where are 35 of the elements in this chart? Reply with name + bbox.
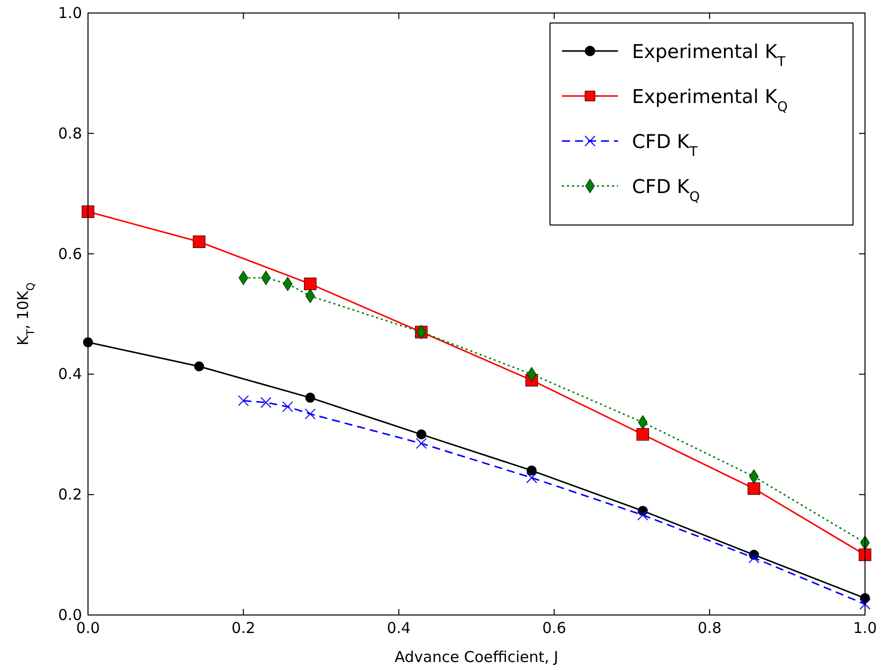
- point: [260, 396, 272, 408]
- legend-label: Experimental K$_{T}$: [632, 41, 786, 70]
- y-tick-label: 0.2: [58, 486, 82, 504]
- point: [748, 552, 760, 564]
- x-tick-label: 0.8: [698, 619, 722, 637]
- x-tick-label: 0.6: [542, 619, 566, 637]
- y-tick-label: 0.4: [58, 365, 82, 384]
- point: [860, 598, 870, 610]
- point: [305, 392, 316, 403]
- point: [192, 236, 206, 248]
- x-tick-label: 0.2: [231, 619, 256, 637]
- x-tick-label: 0.4: [386, 619, 411, 637]
- legend-label: CFD K$_{Q}$: [632, 176, 700, 204]
- legend-label: CFD K$_{T}$: [632, 131, 698, 160]
- point: [858, 548, 872, 562]
- point: [304, 278, 316, 290]
- x-axis-title: Advance Coefficient, J: [394, 648, 558, 666]
- x-tick-label: 1.0: [853, 619, 877, 637]
- point: [194, 361, 204, 372]
- point: [416, 438, 427, 449]
- point: [526, 472, 538, 484]
- legend-label: Experimental K$_{Q}$: [632, 86, 788, 114]
- point: [636, 428, 650, 441]
- y-tick-label: 1.0: [58, 4, 82, 22]
- y-tick-label: 0.8: [58, 124, 82, 142]
- point: [416, 429, 426, 440]
- point: [526, 466, 537, 476]
- point: [282, 401, 294, 412]
- point: [637, 510, 648, 521]
- point: [748, 482, 760, 495]
- point: [238, 395, 249, 406]
- point: [304, 408, 316, 420]
- point: [82, 205, 94, 218]
- y-tick-label: 0.6: [58, 244, 82, 263]
- x-tick-label: 0.0: [76, 619, 100, 637]
